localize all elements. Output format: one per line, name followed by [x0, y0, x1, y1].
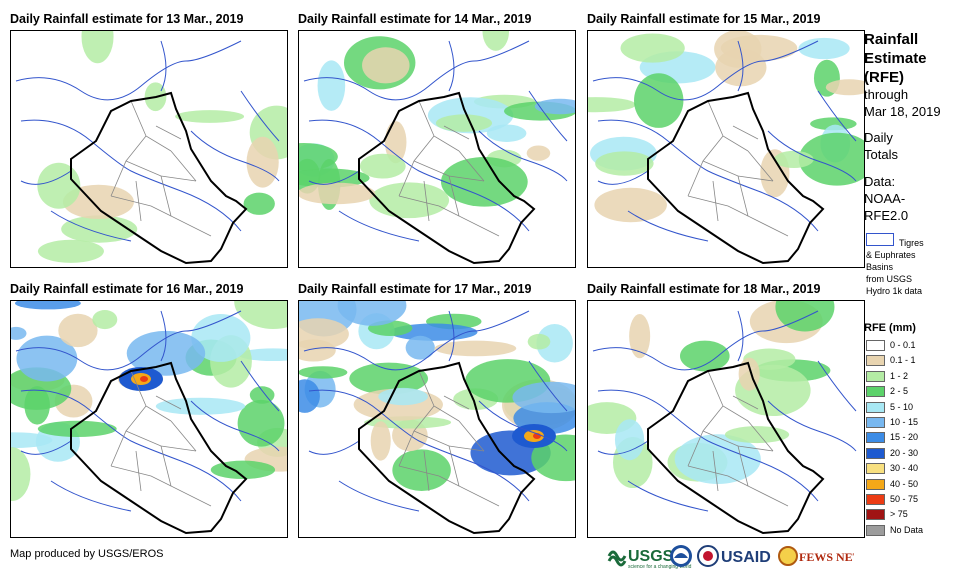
fewsnet-logo: FEWS NET — [778, 542, 854, 570]
legend-color-swatch — [866, 463, 885, 475]
legend-data-label: Data: — [864, 174, 896, 189]
legend-color-swatch — [866, 447, 885, 459]
province-boundaries — [398, 100, 500, 237]
legend-color-swatch — [866, 524, 885, 536]
legend-class-label: 20 - 30 — [890, 447, 919, 458]
basin-boundaries — [592, 310, 857, 512]
map-canvas — [11, 301, 287, 535]
legend-color-swatch — [866, 340, 885, 351]
rainfall-map-15-mar — [587, 30, 865, 268]
legend-through: through — [864, 87, 909, 102]
province-boundaries — [687, 100, 789, 237]
legend-daily: Daily — [864, 130, 893, 145]
basin-legend-line-5: Hydro 1k data — [866, 286, 923, 296]
map-canvas — [588, 31, 864, 265]
legend-class-label: 10 - 15 — [890, 417, 919, 427]
map-credit: Map produced by USGS/EROS — [10, 548, 164, 560]
rainfall-map-18-mar — [587, 300, 865, 538]
usaid-wordmark: USAID — [721, 549, 771, 566]
rainfall-field — [299, 301, 575, 491]
map-canvas — [588, 301, 857, 535]
legend-color-swatch — [866, 386, 885, 398]
rainfall-map-16-mar — [10, 300, 288, 538]
map-canvas — [299, 31, 575, 265]
legend-class-label: 30 - 40 — [890, 463, 919, 474]
basin-legend-line-1: Tigres — [899, 238, 924, 248]
legend-class-label: 2 - 5 — [890, 386, 909, 397]
map-canvas — [15, 31, 287, 265]
iraq-border — [647, 91, 825, 265]
legend-class-label: 50 - 75 — [890, 494, 919, 504]
map-canvas — [299, 301, 575, 535]
legend-title: Rainfall Estimate (RFE) — [864, 31, 927, 86]
province-boundaries — [398, 370, 500, 507]
province-boundaries — [687, 370, 789, 507]
iraq-border — [70, 91, 248, 265]
basin-legend-line-3: Basins — [866, 262, 894, 272]
legend-class-label: 5 - 10 — [890, 401, 914, 412]
legend-class-label: 0 - 0.1 — [890, 340, 916, 350]
basin-boundaries — [303, 310, 568, 512]
legend-color-swatch — [866, 417, 885, 428]
province-boundaries — [110, 370, 212, 507]
basin-boundaries — [15, 40, 280, 242]
legend-data-source-2: RFE2.0 — [864, 208, 909, 223]
legend-color-swatch — [866, 370, 885, 382]
rainfall-field — [588, 31, 864, 223]
iraq-border — [647, 361, 825, 535]
legend-class-label: 15 - 20 — [890, 432, 919, 443]
iraq-border — [358, 361, 536, 535]
iraq-border — [358, 91, 536, 265]
usgs-logo-graphic: USGS science for a changing world — [607, 548, 692, 570]
usgs-wordmark: USGS — [628, 548, 674, 565]
legend-color-swatch — [866, 355, 885, 367]
panel-title-2: Daily Rainfall estimate for 14 Mar., 201… — [298, 12, 532, 26]
legend-color-swatch — [866, 478, 885, 490]
legend-color-swatch — [866, 401, 885, 413]
fewsnet-wordmark: FEWS NET — [799, 550, 854, 564]
usaid-logo-graphic: USAID — [697, 545, 771, 567]
basin-legend-line-4: from USGS — [866, 274, 913, 284]
basin-boundaries — [592, 40, 857, 242]
rainfall-field — [11, 301, 287, 502]
usgs-tagline: science for a changing world — [628, 564, 692, 570]
panel-title-1: Daily Rainfall estimate for 13 Mar., 201… — [10, 12, 244, 26]
rainfall-field — [37, 31, 287, 263]
legend-class-label: No Data — [890, 524, 924, 535]
noaa-emblem — [670, 545, 692, 567]
rainfall-field — [299, 31, 575, 219]
legend-class-label: 0.1 - 1 — [890, 355, 916, 366]
legend-date: Mar 18, 2019 — [864, 104, 941, 119]
legend-class-label: 40 - 50 — [890, 478, 919, 489]
panel-title-3: Daily Rainfall estimate for 15 Mar., 201… — [587, 12, 821, 26]
panel-title-4: Daily Rainfall estimate for 16 Mar., 201… — [10, 282, 244, 296]
usgs-logo: USGS science for a changing world — [607, 542, 697, 570]
panel-title-6: Daily Rainfall estimate for 18 Mar., 201… — [587, 282, 821, 296]
province-boundaries — [110, 100, 212, 237]
rainfall-map-14-mar — [298, 30, 576, 268]
basin-boundaries — [15, 310, 280, 512]
basin-legend-swatch — [866, 233, 894, 246]
usaid-logo: USAID — [697, 542, 777, 570]
basin-boundaries — [303, 40, 568, 242]
panel-title-5: Daily Rainfall estimate for 17 Mar., 201… — [298, 282, 532, 296]
noaa-logo — [669, 542, 693, 570]
legend-class-label: > 75 — [890, 509, 908, 520]
rfe-legend-title: RFE (mm) — [864, 322, 916, 334]
legend-color-swatch — [866, 432, 885, 444]
legend-class-label: 1 - 2 — [890, 370, 909, 381]
rainfall-map-13-mar — [10, 30, 288, 268]
iraq-border — [70, 361, 248, 535]
legend-color-swatch — [866, 509, 885, 521]
legend-data-source-1: NOAA- — [864, 191, 906, 206]
basin-legend-line-2: & Euphrates — [866, 250, 916, 260]
legend-color-swatch — [866, 494, 885, 505]
rainfall-map-17-mar — [298, 300, 576, 538]
legend-totals: Totals — [864, 147, 898, 162]
fewsnet-logo-graphic: FEWS NET — [778, 546, 854, 566]
